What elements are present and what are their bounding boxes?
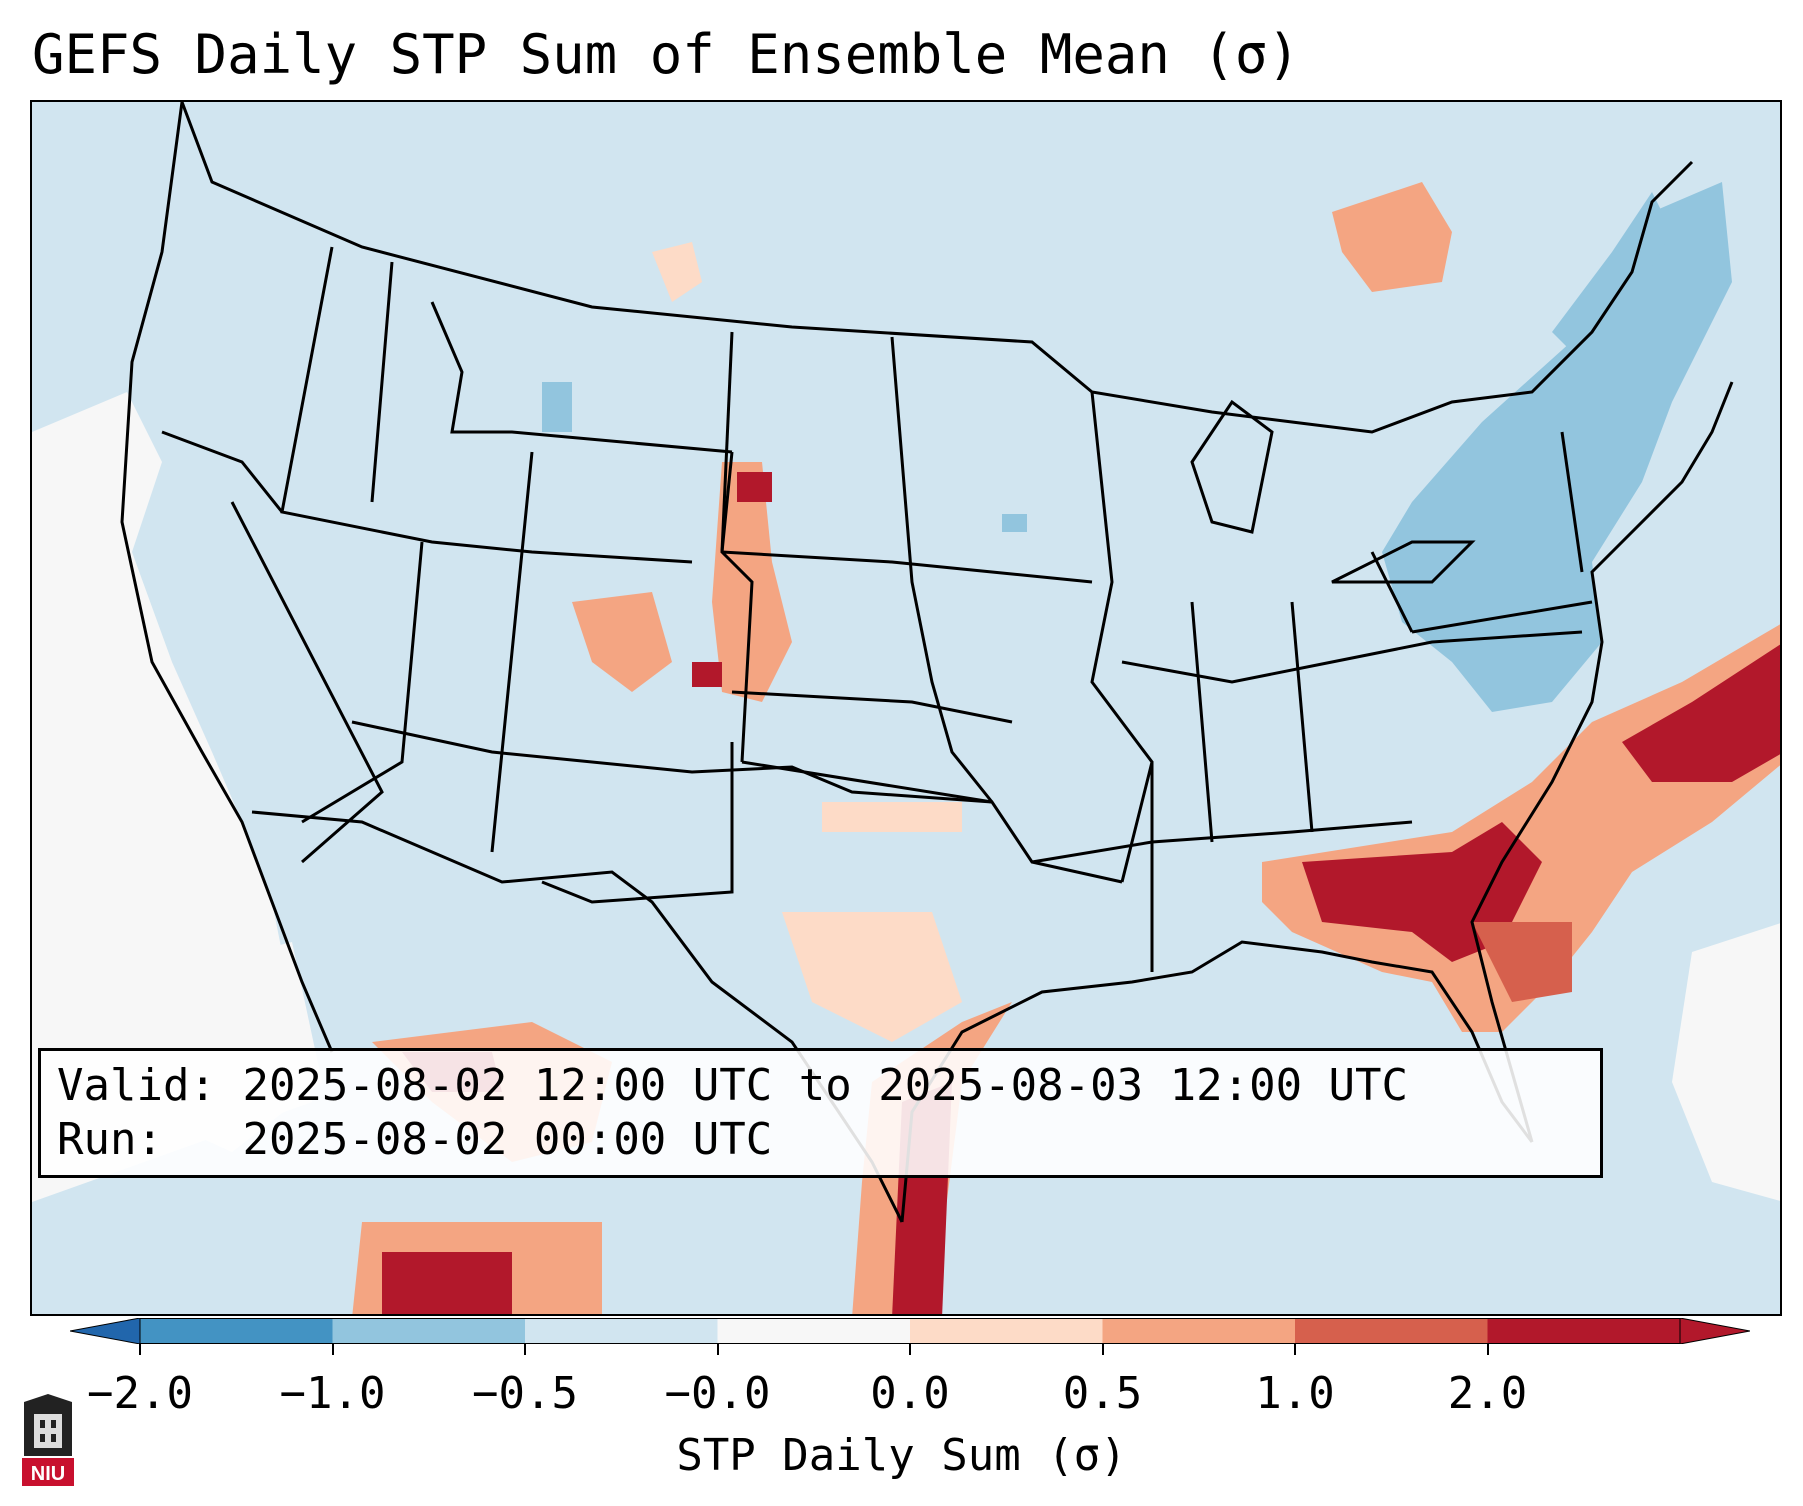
colorbar-tick-mark [1294, 1343, 1296, 1355]
state-line-14 [741, 760, 1123, 884]
colorbar-svg [69, 1317, 1751, 1345]
florida-strong-area [1472, 922, 1572, 1002]
colorbar-segment [525, 1318, 718, 1344]
plains-strong-spot [737, 472, 772, 502]
colorbar-tick-label: −1.0 [279, 1368, 386, 1419]
valid-value: 2025-08-02 12:00 UTC to 2025-08-03 12:00… [242, 1060, 1409, 1111]
colorado-positive-area [572, 592, 672, 692]
state-line-5 [301, 541, 424, 824]
state-line-11 [890, 336, 994, 803]
colorbar-segment [717, 1318, 911, 1344]
state-line-1 [280, 246, 693, 564]
chart-title: GEFS Daily STP Sum of Ensemble Mean (σ) [32, 23, 1300, 86]
state-line-4 [351, 720, 993, 804]
niu-logo: NIU [20, 1392, 76, 1488]
oklahoma-positive-area [822, 802, 962, 832]
colorbar-segment [140, 1318, 333, 1344]
state-line-8 [370, 261, 394, 503]
gulf-coast [900, 940, 1534, 1223]
mexico-south-strong [382, 1252, 512, 1314]
state-line-2 [161, 430, 284, 513]
state-line-19 [1121, 630, 1583, 684]
nebraska-negative-spot [1002, 514, 1027, 532]
state-line-12 [721, 550, 1093, 584]
atlantic-strong-area [1622, 644, 1780, 782]
colorbar-tick-label: 0.5 [1062, 1368, 1143, 1419]
canada-positive-area [1332, 182, 1452, 292]
colorbar-segment [332, 1318, 526, 1344]
state-line-20 [1190, 601, 1214, 843]
state-line-10 [720, 331, 734, 553]
valid-label: Valid: [57, 1060, 216, 1111]
colorbar-over-arrow [1679, 1317, 1751, 1345]
texas-interior-positive [782, 912, 962, 1042]
state-line-15 [541, 742, 734, 904]
state-line-16 [1090, 391, 1154, 883]
run-value: 2025-08-02 00:00 UTC [242, 1114, 773, 1165]
state-line-18 [1031, 820, 1413, 864]
state-line-3 [230, 501, 384, 864]
colorbar-tick-label: −2.0 [87, 1368, 193, 1419]
colorbar-under-arrow [69, 1317, 141, 1345]
state-line-21 [1290, 601, 1314, 833]
colorbar-segment [1487, 1318, 1681, 1344]
colorbar-tick-mark [909, 1343, 911, 1355]
boundary-lines [120, 102, 1734, 1223]
colorbar-tick-mark [716, 1343, 719, 1355]
state-line-7 [720, 451, 754, 763]
valid-info-box: Valid: 2025-08-02 12:00 UTC to 2025-08-0… [38, 1048, 1603, 1178]
colorbar-segment [1295, 1318, 1488, 1344]
west-coast [120, 102, 334, 1053]
state-line-13 [731, 690, 1013, 724]
colorbar-tick-mark [331, 1343, 334, 1355]
idaho-negative-spot [542, 382, 572, 432]
montana-positive-area [652, 242, 702, 302]
atlantic-neutral-area [1672, 923, 1780, 1201]
colorbar-tick-label: 1.0 [1255, 1368, 1335, 1419]
lake-erie-outline [1331, 540, 1476, 584]
logo-text: NIU [31, 1463, 65, 1485]
us-canada-border [180, 102, 1694, 434]
northeast-negative-area [1382, 182, 1732, 712]
colorbar-tick-label: −0.5 [472, 1368, 578, 1419]
state-line-24 [1560, 431, 1584, 573]
colorbar-tick-mark [1486, 1343, 1489, 1355]
great-lakes-outline [1190, 399, 1274, 534]
east-coast [1470, 381, 1734, 1143]
state-line-9 [430, 301, 733, 454]
colorbar-tick-label: −0.0 [664, 1368, 771, 1419]
run-label: Run: [57, 1114, 163, 1165]
colorbar-segment [1102, 1318, 1296, 1344]
colorado-strong-spot [692, 662, 722, 687]
colorbar-tick-label: 2.0 [1447, 1368, 1528, 1419]
state-line-6 [490, 451, 534, 853]
state-line-22 [1370, 551, 1414, 633]
colorbar-label: STP Daily Sum (σ) [676, 1430, 1127, 1481]
colorbar [69, 1317, 1751, 1345]
colorbar-tick-mark [524, 1343, 526, 1355]
state-line-23 [1411, 600, 1593, 634]
colorbar-segment [910, 1318, 1103, 1344]
colorbar-tick-mark [1101, 1343, 1104, 1355]
colorbar-tick-label: 0.0 [870, 1368, 950, 1419]
colorbar-tick-mark [139, 1343, 141, 1355]
